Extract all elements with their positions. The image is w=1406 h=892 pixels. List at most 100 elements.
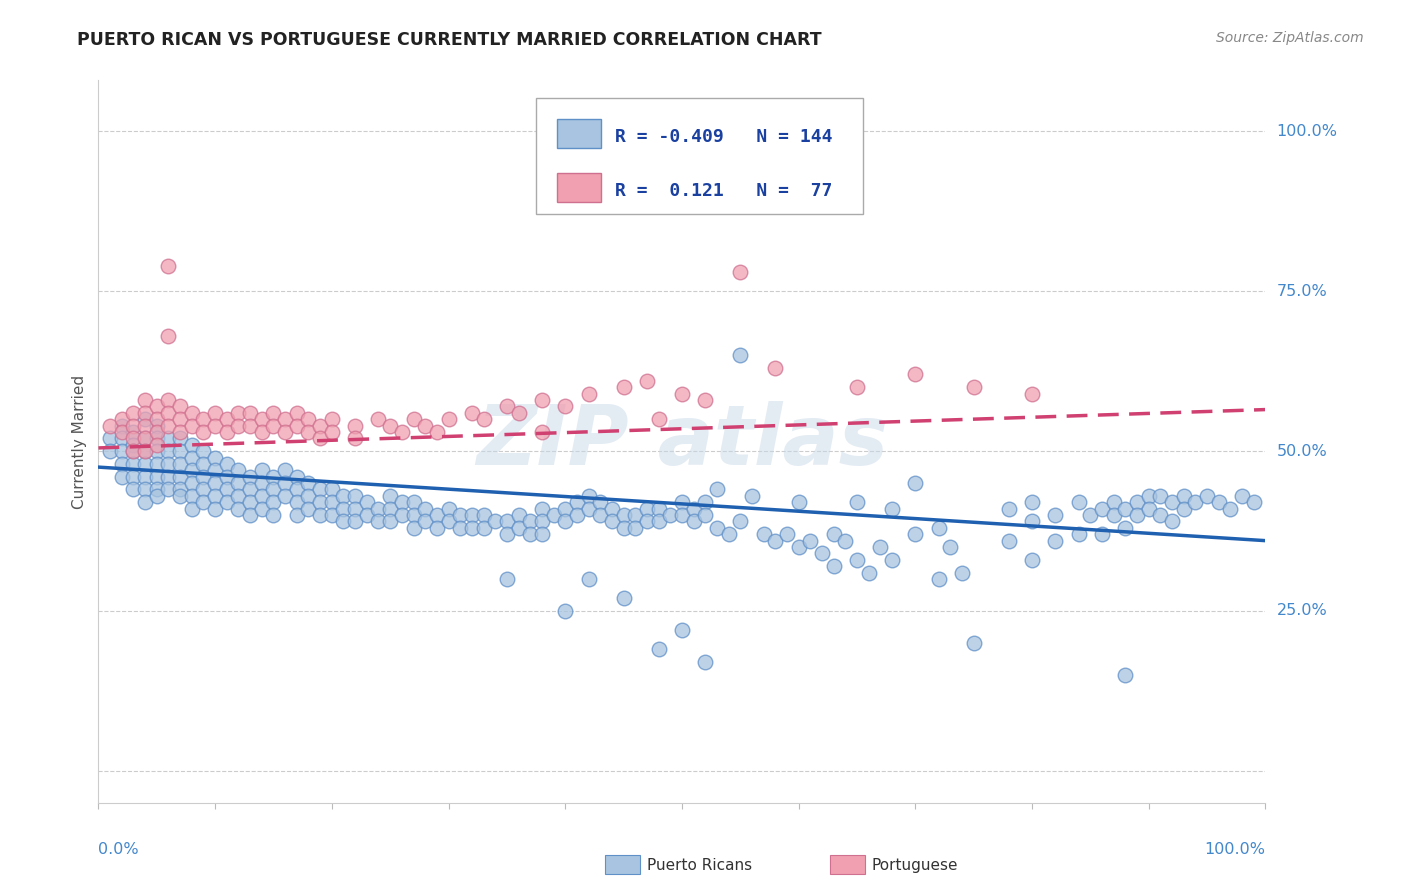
Point — [309, 418, 332, 433]
Point — [1067, 495, 1090, 509]
Point — [530, 527, 553, 541]
Point — [169, 425, 191, 439]
Point — [508, 508, 530, 522]
Point — [157, 457, 180, 471]
Point — [904, 527, 927, 541]
Point — [146, 412, 169, 426]
Point — [111, 444, 134, 458]
Point — [1126, 508, 1149, 522]
Point — [659, 508, 682, 522]
Point — [496, 572, 519, 586]
Point — [437, 412, 460, 426]
Point — [484, 515, 506, 529]
Point — [939, 540, 962, 554]
Point — [157, 259, 180, 273]
Point — [309, 508, 332, 522]
Point — [297, 476, 319, 491]
Point — [169, 431, 191, 445]
Point — [1219, 501, 1241, 516]
Point — [180, 450, 202, 465]
Point — [600, 501, 623, 516]
Point — [578, 501, 600, 516]
Point — [391, 495, 413, 509]
Point — [228, 418, 250, 433]
Point — [613, 380, 636, 394]
Point — [671, 508, 693, 522]
Point — [122, 469, 145, 483]
Point — [496, 527, 519, 541]
Point — [309, 483, 332, 497]
Point — [1173, 489, 1195, 503]
Point — [285, 495, 308, 509]
Point — [180, 489, 202, 503]
Point — [344, 515, 367, 529]
Point — [437, 501, 460, 516]
Point — [695, 392, 717, 407]
Point — [624, 508, 647, 522]
Point — [169, 400, 191, 414]
Point — [1045, 533, 1067, 548]
Point — [565, 495, 588, 509]
Point — [695, 508, 717, 522]
Point — [297, 425, 319, 439]
Point — [508, 521, 530, 535]
Point — [321, 483, 343, 497]
Point — [239, 495, 262, 509]
Point — [122, 406, 145, 420]
Point — [730, 348, 752, 362]
Point — [215, 457, 238, 471]
Point — [274, 489, 297, 503]
Point — [122, 431, 145, 445]
Point — [647, 515, 669, 529]
Point — [134, 483, 156, 497]
Text: 75.0%: 75.0% — [1277, 284, 1327, 299]
Point — [193, 457, 215, 471]
Point — [1114, 668, 1136, 682]
Point — [1091, 527, 1114, 541]
Point — [904, 476, 927, 491]
Point — [239, 483, 262, 497]
Point — [565, 508, 588, 522]
Point — [98, 418, 121, 433]
Point — [717, 527, 740, 541]
Point — [578, 489, 600, 503]
Point — [530, 501, 553, 516]
Point — [426, 521, 449, 535]
Point — [636, 515, 658, 529]
Point — [928, 572, 950, 586]
Point — [472, 412, 495, 426]
Point — [880, 553, 903, 567]
FancyBboxPatch shape — [557, 120, 602, 148]
Point — [636, 374, 658, 388]
Point — [262, 508, 284, 522]
Point — [146, 457, 169, 471]
Point — [950, 566, 973, 580]
Point — [613, 521, 636, 535]
Point — [180, 501, 202, 516]
Point — [846, 553, 869, 567]
Point — [554, 400, 576, 414]
Point — [1149, 489, 1171, 503]
Point — [846, 495, 869, 509]
Point — [413, 501, 436, 516]
Point — [682, 501, 704, 516]
Point — [706, 483, 728, 497]
Point — [215, 483, 238, 497]
Point — [613, 508, 636, 522]
Point — [1126, 495, 1149, 509]
Point — [647, 412, 669, 426]
Point — [519, 515, 541, 529]
Point — [1230, 489, 1253, 503]
Point — [250, 412, 273, 426]
Point — [380, 489, 402, 503]
Point — [356, 508, 378, 522]
Point — [380, 515, 402, 529]
Point — [146, 469, 169, 483]
Point — [1184, 495, 1206, 509]
Point — [309, 431, 332, 445]
Point — [193, 469, 215, 483]
Point — [962, 380, 984, 394]
Bar — [830, 855, 865, 874]
Point — [695, 655, 717, 669]
Point — [380, 501, 402, 516]
